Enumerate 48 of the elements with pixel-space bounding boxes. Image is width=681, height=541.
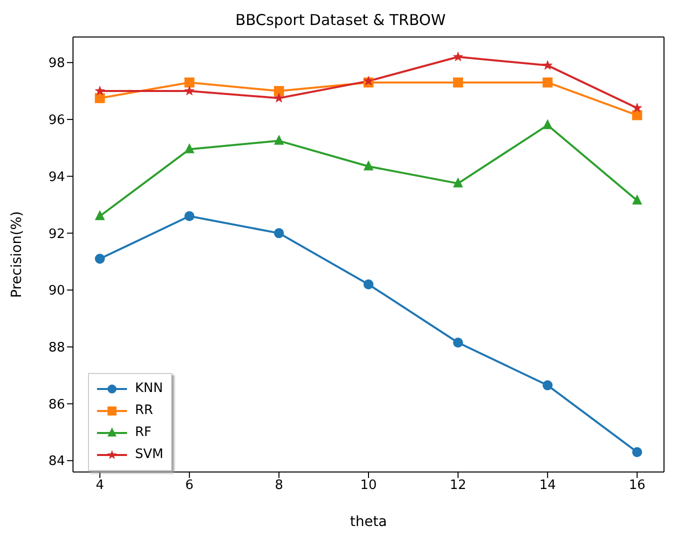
point [542, 77, 553, 88]
point [94, 93, 105, 104]
chart-title: BBCsport Dataset & TRBOW [234, 10, 447, 31]
point [542, 119, 553, 130]
point [184, 86, 195, 96]
point [632, 102, 642, 113]
point [632, 447, 642, 458]
point [184, 77, 194, 88]
point [274, 86, 284, 96]
x-tick-label: 16 [628, 478, 646, 494]
x-tick-label: 4 [96, 478, 104, 494]
x-tick-label: 12 [450, 478, 466, 494]
legend-label: RF [135, 424, 152, 442]
point [364, 160, 374, 170]
point [542, 380, 553, 390]
y-tick-label: 88 [48, 340, 65, 356]
point [94, 86, 106, 96]
point [274, 92, 284, 103]
y-tick-label: 92 [48, 226, 65, 242]
y-tick-label: 96 [48, 113, 65, 128]
point [94, 254, 105, 264]
point [184, 211, 194, 222]
x-tick-label: 10 [360, 478, 377, 494]
point [94, 210, 105, 220]
point [453, 338, 464, 348]
point [632, 194, 642, 204]
y-axis-title: Precision(%) [8, 211, 25, 298]
point [274, 228, 284, 238]
y-tick-label: 86 [48, 397, 65, 412]
point [453, 177, 464, 188]
y-tick-label: 84 [48, 454, 65, 470]
x-axis-title: theta [350, 514, 388, 530]
point [632, 110, 642, 120]
x-tick-label: 6 [185, 478, 194, 494]
x-tick-label: 14 [539, 478, 556, 494]
point [364, 279, 374, 290]
x-tick-label: 8 [274, 478, 284, 494]
legend-label: SVM [135, 446, 164, 464]
point [453, 77, 464, 88]
legend-label: KNN [135, 380, 163, 398]
y-tick-label: 98 [48, 56, 65, 72]
y-tick-label: 90 [48, 284, 65, 299]
y-tick-label: 94 [48, 170, 65, 185]
legend-label: RR [135, 402, 154, 420]
point [542, 60, 553, 70]
point [274, 134, 284, 145]
point [452, 51, 464, 62]
point [184, 143, 194, 154]
